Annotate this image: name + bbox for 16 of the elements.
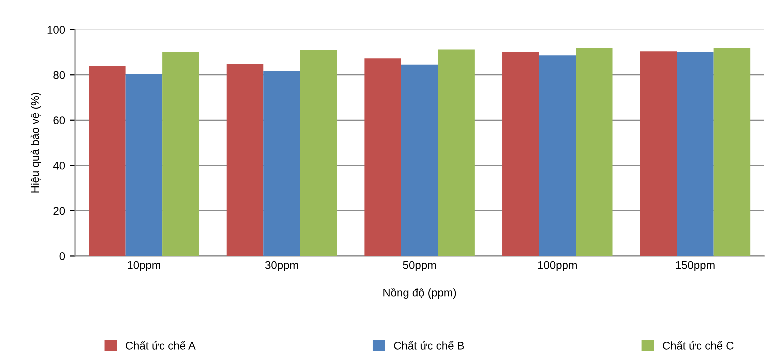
x-tick-label: 30ppm xyxy=(265,261,298,272)
y-tick-label: 20 xyxy=(54,207,66,216)
legend-label: Chất ức chế C xyxy=(663,341,734,350)
x-tick-label: 10ppm xyxy=(128,261,160,272)
x-tick-label: 50ppm xyxy=(403,261,436,272)
y-tick-label: 100 xyxy=(48,26,66,34)
y-tick-label: 80 xyxy=(54,71,66,80)
x-axis-title: Nồng độ (ppm) xyxy=(384,288,456,299)
y-tick-label: 0 xyxy=(60,252,66,260)
y-tick-label: 40 xyxy=(53,162,66,170)
legend-label: Chất ức chế A xyxy=(126,341,196,350)
x-tick-label: 150ppm xyxy=(676,261,715,272)
y-axis-title: Hiệu quả bảo vệ (%) xyxy=(30,93,42,193)
legend-label: Chất ức chế B xyxy=(394,341,464,350)
x-tick-label: 100ppm xyxy=(538,261,577,272)
y-tick-label: 60 xyxy=(54,116,66,125)
